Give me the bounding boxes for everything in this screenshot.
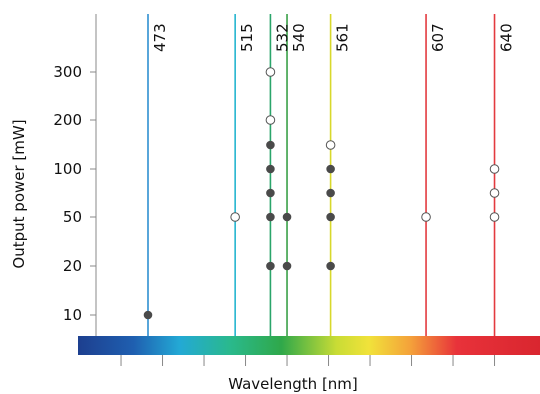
wavelength-label-640: 640 bbox=[498, 23, 516, 52]
y-tick-label-100: 100 bbox=[53, 160, 82, 178]
open-marker-640-75 bbox=[489, 188, 500, 198]
filled-marker-561-20 bbox=[326, 261, 335, 271]
filled-marker-532-20 bbox=[266, 261, 275, 271]
filled-marker-540-50 bbox=[282, 212, 292, 222]
wavelength-label-515: 515 bbox=[238, 23, 256, 52]
filled-marker-561-50 bbox=[326, 212, 335, 222]
x-axis-title: Wavelength [nm] bbox=[228, 375, 358, 393]
open-marker-515-50 bbox=[230, 212, 240, 222]
y-axis-ticks: 10 20 50 100 200 300 bbox=[53, 63, 96, 324]
filled-marker-532-75 bbox=[266, 188, 275, 198]
filled-marker-532-100 bbox=[266, 164, 275, 174]
open-marker-640-50 bbox=[489, 212, 500, 222]
wavelength-label-540: 540 bbox=[290, 23, 308, 52]
wavelength-label-532: 532 bbox=[273, 23, 291, 52]
open-marker-532-300 bbox=[265, 67, 276, 77]
filled-marker-561-100 bbox=[326, 164, 335, 174]
open-marker-532-200 bbox=[265, 115, 276, 125]
open-marker-640-100 bbox=[489, 164, 500, 174]
wavelength-label-607: 607 bbox=[429, 23, 447, 52]
open-marker-607-50 bbox=[421, 212, 431, 222]
filled-marker-561-75 bbox=[326, 188, 335, 198]
filled-marker-532-50 bbox=[266, 212, 275, 222]
wavelength-label-561: 561 bbox=[334, 23, 352, 52]
open-marker-561-150 bbox=[325, 140, 336, 150]
y-tick-label-20: 20 bbox=[63, 257, 82, 275]
wavelength-label-473: 473 bbox=[151, 23, 169, 52]
y-axis-title: Output power [mW] bbox=[10, 119, 28, 268]
filled-marker-540-20 bbox=[282, 261, 292, 271]
spectrum-bar bbox=[78, 336, 540, 355]
y-tick-label-10: 10 bbox=[63, 306, 82, 324]
filled-marker-473-10 bbox=[143, 310, 153, 320]
x-axis-ticks bbox=[120, 355, 496, 366]
data-markers bbox=[143, 67, 500, 320]
filled-marker-532-150 bbox=[266, 140, 275, 150]
y-tick-label-200: 200 bbox=[53, 111, 82, 129]
y-tick-label-300: 300 bbox=[53, 63, 82, 81]
y-tick-label-50: 50 bbox=[63, 208, 82, 226]
laser-lines bbox=[147, 14, 496, 336]
